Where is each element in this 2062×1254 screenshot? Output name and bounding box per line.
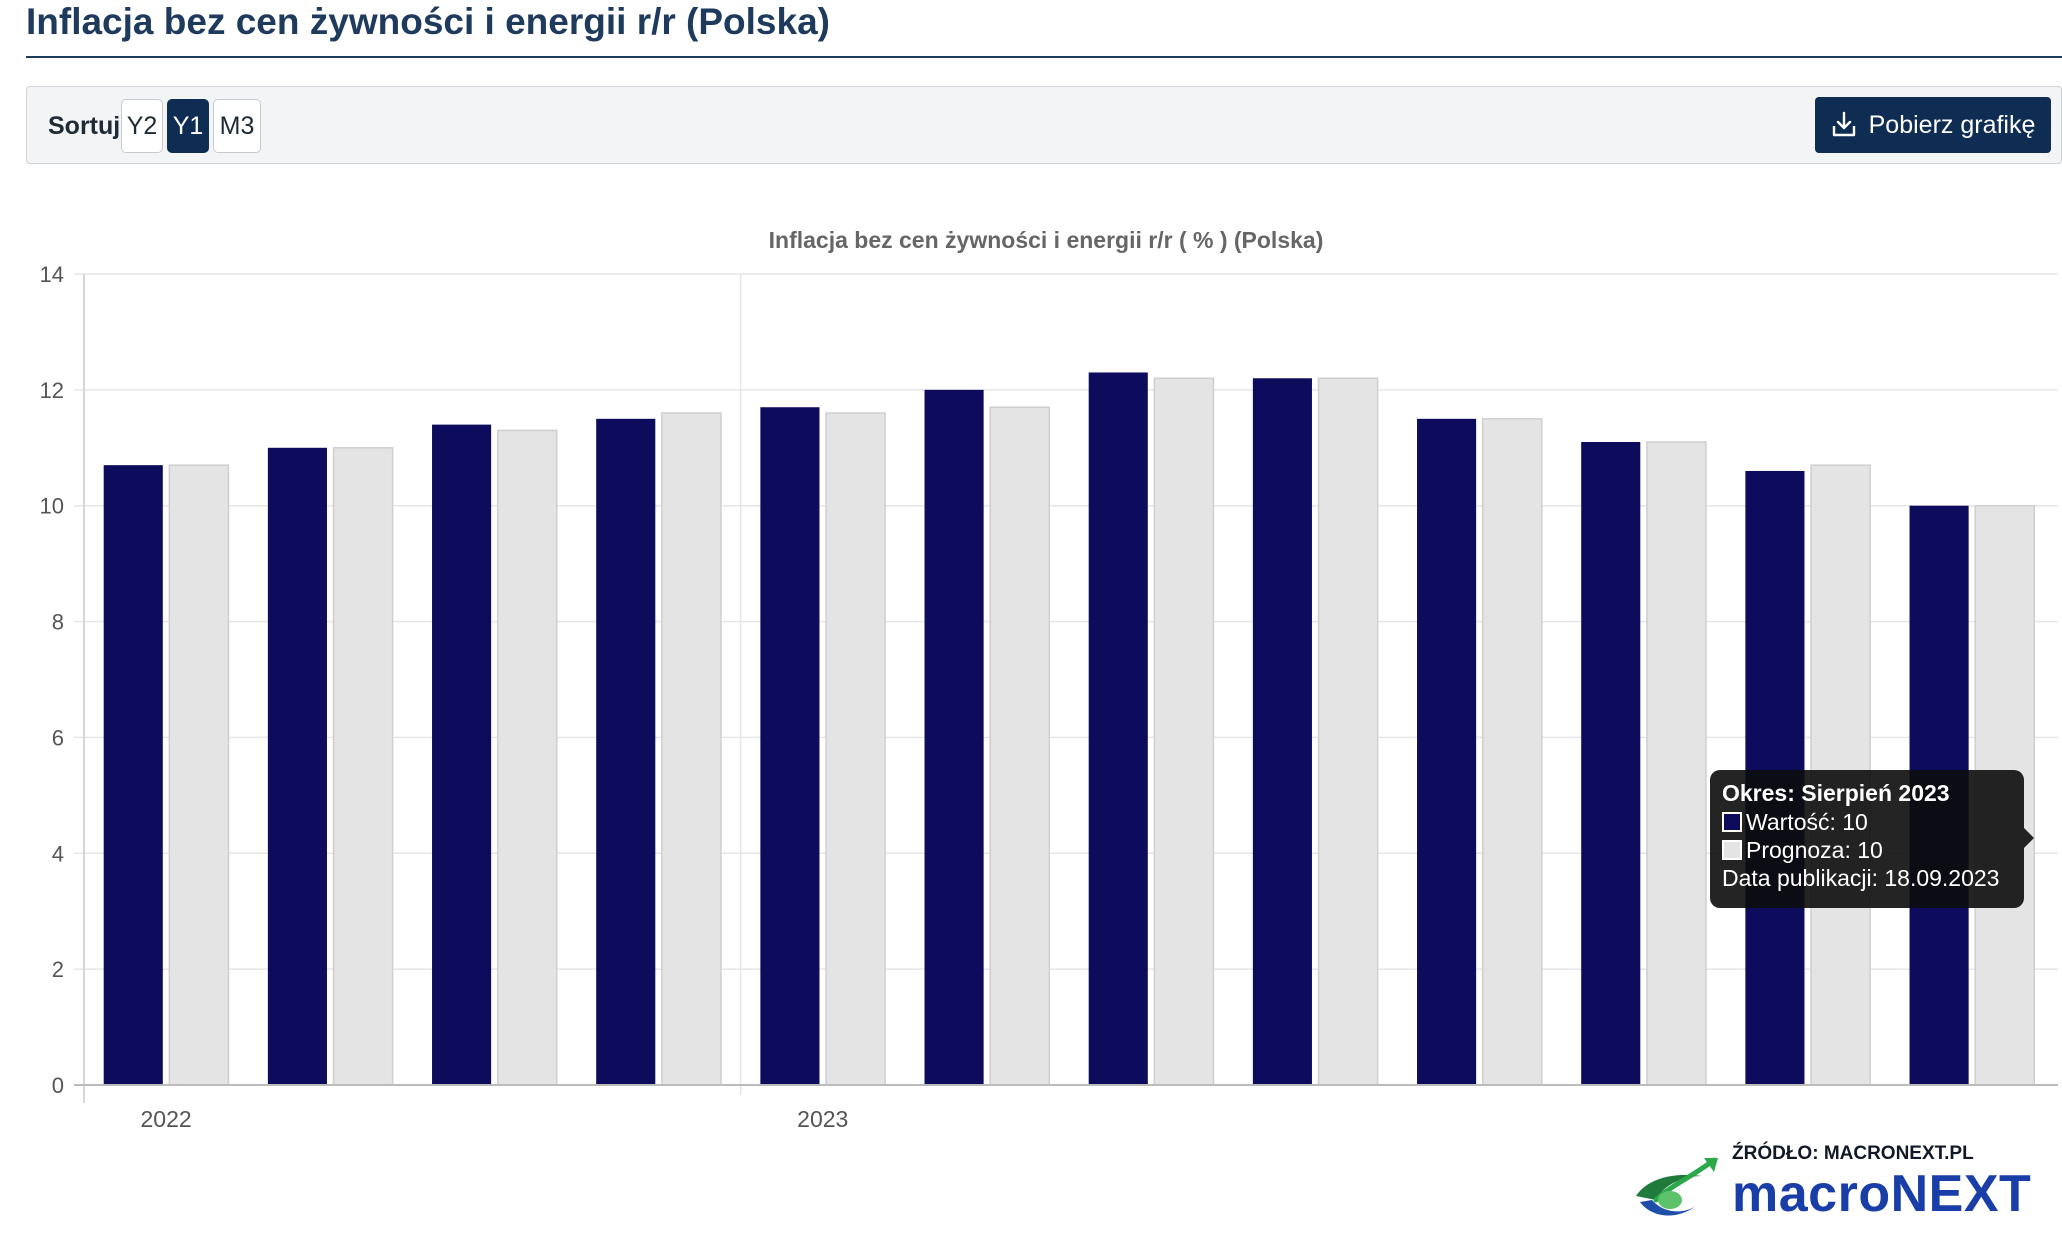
bar-value	[1581, 441, 1641, 1085]
bar-forecast	[1481, 418, 1543, 1086]
bar-forecast	[825, 412, 886, 1086]
bar-value	[1088, 372, 1148, 1085]
y-tick-label: 4	[52, 841, 64, 866]
download-chart-button[interactable]: Pobierz grafikę	[1815, 97, 2051, 153]
bar-chart: Inflacja bez cen żywności i energii r/r …	[40, 227, 2058, 1132]
forecast-swatch	[1722, 840, 1742, 860]
chart-toolbar: Sortuj: Y2 Y1 M3 Pobierz grafikę	[26, 86, 2062, 164]
bar-forecast	[1153, 377, 1215, 1086]
source-attribution: ŹRÓDŁO: MACRONEXT.PL macroNEXT	[1630, 1142, 2031, 1233]
tooltip-date-row: Data publikacji: 18.09.2023	[1722, 864, 2012, 892]
tooltip-value-row: Wartość: 10	[1722, 808, 2012, 836]
page-title: Inflacja bez cen żywności i energii r/r …	[26, 1, 830, 42]
macronext-logo-icon	[1630, 1156, 1722, 1233]
sort-label: Sortuj:	[48, 112, 129, 140]
y-tick-label: 12	[40, 378, 64, 403]
bar-value	[760, 407, 820, 1085]
tooltip-title: Okres: Sierpień 2023	[1722, 780, 1950, 806]
sort-button-y2[interactable]: Y2	[121, 99, 163, 153]
y-tick-label: 0	[52, 1073, 64, 1098]
bar-value	[924, 389, 984, 1085]
page-header: Inflacja bez cen żywności i energii r/r …	[26, 0, 2062, 58]
chart-title: Inflacja bez cen żywności i energii r/r …	[769, 227, 1324, 253]
sort-button-m3[interactable]: M3	[213, 99, 261, 153]
brand-wordmark-part2: NEXT	[1890, 1165, 2032, 1223]
chart-area: Inflacja bez cen żywności i energii r/r …	[0, 210, 2062, 1132]
bar-forecast	[1317, 377, 1379, 1086]
bar-forecast	[1646, 441, 1707, 1086]
bar-value	[432, 424, 492, 1086]
tooltip-forecast-row: Prognoza: 10	[1722, 836, 2012, 864]
bar-forecast	[496, 429, 558, 1086]
bar-forecast	[332, 447, 394, 1086]
bar-value	[1417, 418, 1477, 1085]
source-label: ŹRÓDŁO: MACRONEXT.PL	[1732, 1143, 1974, 1164]
y-tick-label: 6	[52, 725, 64, 750]
bar-forecast	[989, 406, 1051, 1086]
tooltip-date-text: Data publikacji: 18.09.2023	[1722, 865, 2000, 891]
y-tick-label: 2	[52, 957, 64, 982]
bar-value	[103, 465, 163, 1085]
download-button-label: Pobierz grafikę	[1868, 110, 2036, 139]
x-tick-label: 2023	[797, 1106, 848, 1132]
download-icon	[1831, 111, 1857, 139]
y-tick-label: 10	[40, 494, 64, 519]
bar-forecast	[661, 412, 722, 1086]
sort-button-y1[interactable]: Y1	[167, 99, 209, 153]
brand-wordmark: macroNEXT	[1732, 1164, 2031, 1224]
tooltip-forecast-text: Prognoza: 10	[1746, 837, 1883, 863]
bar-forecast	[168, 464, 230, 1086]
chart-tooltip: Okres: Sierpień 2023 Wartość: 10 Prognoz…	[1710, 770, 2034, 908]
brand-wordmark-part1: macro	[1732, 1165, 1891, 1223]
bar-value	[267, 447, 327, 1085]
y-tick-label: 8	[52, 610, 64, 635]
value-swatch	[1722, 812, 1742, 832]
bar-value	[596, 418, 656, 1085]
x-tick-label: 2022	[140, 1106, 191, 1132]
tooltip-value-text: Wartość: 10	[1746, 809, 1868, 835]
y-tick-label: 14	[40, 262, 64, 287]
bar-value	[1252, 378, 1312, 1085]
